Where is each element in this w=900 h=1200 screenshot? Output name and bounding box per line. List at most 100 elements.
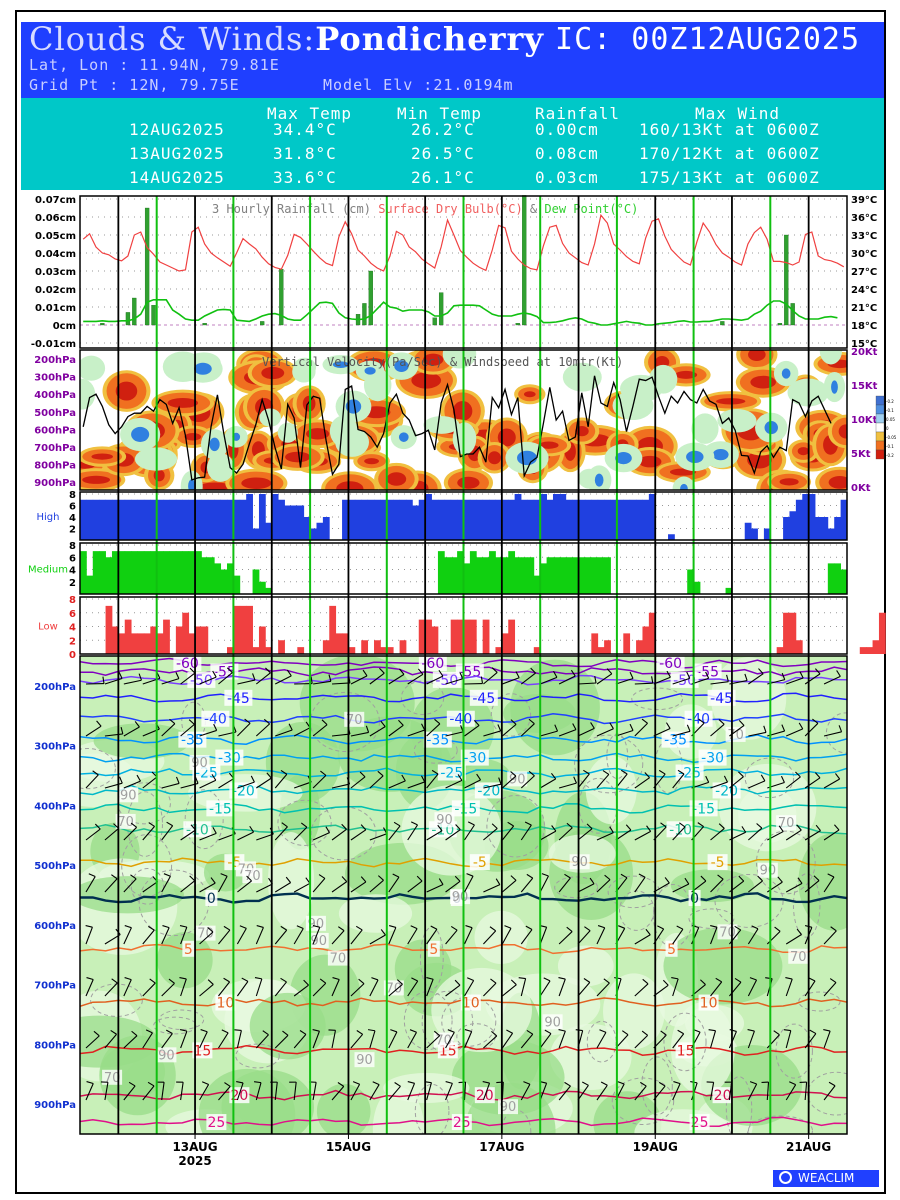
isotherm-label: -5 bbox=[473, 855, 487, 871]
wind-barb-feather bbox=[280, 977, 287, 983]
cloud-bar bbox=[252, 569, 260, 594]
vv-tick-label: 600hPa bbox=[34, 425, 76, 436]
cloud-bar bbox=[623, 633, 631, 654]
wind-barb bbox=[558, 877, 571, 893]
wind-barb-feather bbox=[134, 721, 140, 728]
rh-blob bbox=[383, 1073, 470, 1104]
cloud-bar bbox=[131, 499, 138, 540]
vv-blob bbox=[209, 437, 220, 452]
wind-barb bbox=[596, 927, 606, 945]
cloud-bar bbox=[521, 557, 528, 594]
wind-barb bbox=[577, 828, 593, 841]
wind-barb bbox=[104, 827, 120, 841]
cloud-bar bbox=[195, 551, 202, 594]
wind-barb-feather bbox=[464, 1029, 472, 1033]
isotherm-label: 20 bbox=[230, 1088, 248, 1104]
wind-barb-feather bbox=[312, 925, 320, 928]
wind-tick-label: 5Kt bbox=[851, 449, 871, 460]
x-tick-label: 15AUG bbox=[326, 1140, 371, 1154]
wind-barb-feather bbox=[550, 773, 557, 780]
rh-contour bbox=[486, 794, 545, 858]
wind-barb bbox=[804, 777, 821, 789]
wind-barb-feather bbox=[594, 676, 597, 684]
cloud-bar bbox=[92, 499, 100, 540]
cloud-bar bbox=[450, 619, 458, 654]
wind-barb bbox=[672, 1033, 685, 1049]
wind-barb bbox=[407, 824, 418, 841]
wind-barb bbox=[217, 875, 228, 893]
wind-barb bbox=[786, 728, 803, 737]
rh-contour bbox=[400, 680, 445, 715]
wind-barb bbox=[104, 1082, 109, 1101]
page-title: Clouds & Winds:Pondicherry bbox=[29, 20, 544, 58]
wind-barb bbox=[123, 726, 140, 737]
temperature-contour-panel: -60 -60 -60-55 -55 -55-50 -50 -50-45 -45 -45-40-… bbox=[34, 656, 847, 1134]
row-rain: 0.00cm bbox=[535, 120, 599, 139]
cloud-bar bbox=[789, 511, 797, 540]
wind-barb bbox=[445, 880, 461, 893]
wind-barb-feather bbox=[337, 926, 345, 932]
wind-barb bbox=[199, 832, 217, 841]
wind-barb bbox=[331, 682, 351, 685]
cloud-bar bbox=[374, 640, 381, 654]
wind-barb-feather bbox=[780, 775, 785, 783]
wind-barb bbox=[577, 930, 591, 945]
wind-barb-feather bbox=[286, 669, 292, 677]
wind-barb-feather bbox=[392, 873, 400, 878]
wind-barb-feather bbox=[662, 979, 669, 986]
wind-barb bbox=[596, 879, 611, 893]
cloud-tick-label: 4 bbox=[69, 623, 76, 634]
cloud-bar bbox=[361, 640, 369, 654]
cloud-bar bbox=[335, 633, 343, 654]
cloud-bar bbox=[623, 499, 631, 540]
isotherm-label: 10 bbox=[462, 996, 480, 1012]
cloud-bar bbox=[540, 494, 547, 540]
weaclim-logo[interactable]: WEACLIM bbox=[773, 1170, 879, 1187]
cloud-bar bbox=[604, 640, 611, 654]
vv-blob bbox=[750, 375, 776, 389]
rh-label-bg bbox=[327, 950, 348, 966]
wind-barb bbox=[539, 778, 556, 789]
rain-bar bbox=[144, 207, 150, 326]
wind-barb-feather bbox=[708, 1029, 716, 1032]
cloud-bar bbox=[463, 619, 471, 654]
isotherm-label-bg bbox=[707, 689, 736, 706]
wind-barb bbox=[312, 774, 327, 789]
cloud-bar bbox=[501, 633, 509, 654]
rh-blob bbox=[548, 834, 616, 873]
wind-barb-feather bbox=[467, 821, 475, 826]
wind-barb bbox=[653, 676, 671, 685]
isotherm-label: 15 bbox=[193, 1043, 211, 1059]
wind-barb-feather bbox=[280, 769, 288, 775]
isotherm-label-bg bbox=[666, 821, 695, 838]
cloud-bar bbox=[482, 619, 490, 654]
wind-barb bbox=[501, 723, 517, 737]
wind-barb-feather bbox=[620, 873, 628, 879]
wind-barb-feather bbox=[629, 671, 634, 679]
wind-barb-feather bbox=[482, 1081, 490, 1084]
wind-barb bbox=[445, 984, 461, 997]
wind-barb bbox=[199, 1031, 208, 1049]
cloud-layer-label: High bbox=[37, 512, 60, 523]
wind-barb-feather bbox=[814, 772, 821, 779]
rh-blob bbox=[549, 1023, 632, 1091]
wind-barb-feather bbox=[111, 874, 118, 880]
wind-barb-feather bbox=[799, 671, 804, 679]
isotherm-label: -60 bbox=[176, 656, 199, 672]
rh-label-bg bbox=[507, 771, 528, 787]
cloud-bar bbox=[642, 499, 650, 540]
wind-barb-feather bbox=[356, 1030, 363, 1035]
wind-barb bbox=[577, 773, 590, 789]
wind-barb-feather bbox=[207, 979, 214, 985]
cloud-tick-label: 6 bbox=[69, 553, 76, 564]
wind-barb-feather bbox=[94, 823, 101, 830]
wind-10m-line bbox=[82, 375, 832, 481]
wind-barb-feather bbox=[118, 671, 123, 679]
wind-barb bbox=[520, 877, 534, 893]
wind-barb-feather bbox=[583, 769, 590, 775]
vv-blob bbox=[277, 422, 298, 443]
isotherm-label: -25 bbox=[678, 766, 701, 782]
cloud-bar bbox=[367, 499, 375, 540]
cloud-bar bbox=[437, 499, 445, 540]
isotherm-label-bg bbox=[707, 854, 728, 871]
